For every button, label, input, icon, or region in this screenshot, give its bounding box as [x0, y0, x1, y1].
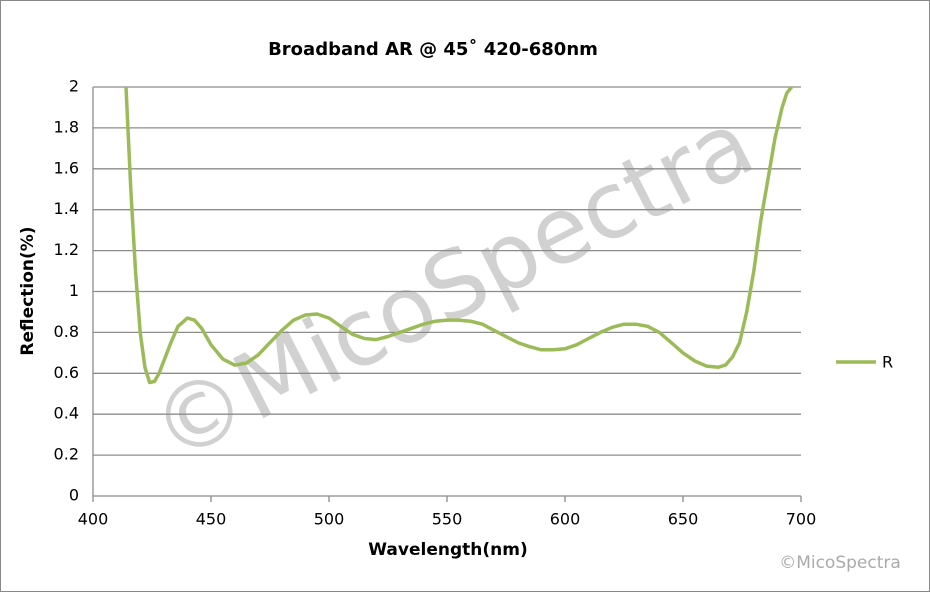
x-tick-label: 450	[196, 510, 227, 529]
x-tick-label: 400	[78, 510, 109, 529]
y-tick-label: 0.6	[54, 363, 79, 382]
y-tick-label: 0.4	[54, 404, 79, 423]
x-tick-label: 500	[314, 510, 345, 529]
y-tick-label: 0.8	[54, 322, 79, 341]
y-tick-label: 1.8	[54, 117, 79, 136]
y-tick-label: 1	[69, 281, 79, 300]
y-tick-label: 0.2	[54, 445, 79, 464]
y-tick-label: 1.6	[54, 158, 79, 177]
y-tick-label: 1.4	[54, 199, 79, 218]
data-line	[124, 85, 793, 385]
chart-title: Broadband AR @ 45˚ 420-680nm	[268, 38, 598, 60]
legend-label: R	[882, 353, 893, 372]
x-tick-label: 600	[550, 510, 581, 529]
x-tick-label: 650	[668, 510, 699, 529]
y-axis-label: Reflection(%)	[18, 226, 38, 355]
x-tick-label: 700	[786, 510, 817, 529]
y-tick-label: 1.2	[54, 240, 79, 259]
y-tick-label: 2	[69, 77, 79, 96]
credit: ©MicoSpectra	[779, 553, 901, 573]
x-tick-label: 550	[432, 510, 463, 529]
y-tick-label: 0	[69, 486, 79, 505]
x-axis-label: Wavelength(nm)	[368, 540, 527, 560]
